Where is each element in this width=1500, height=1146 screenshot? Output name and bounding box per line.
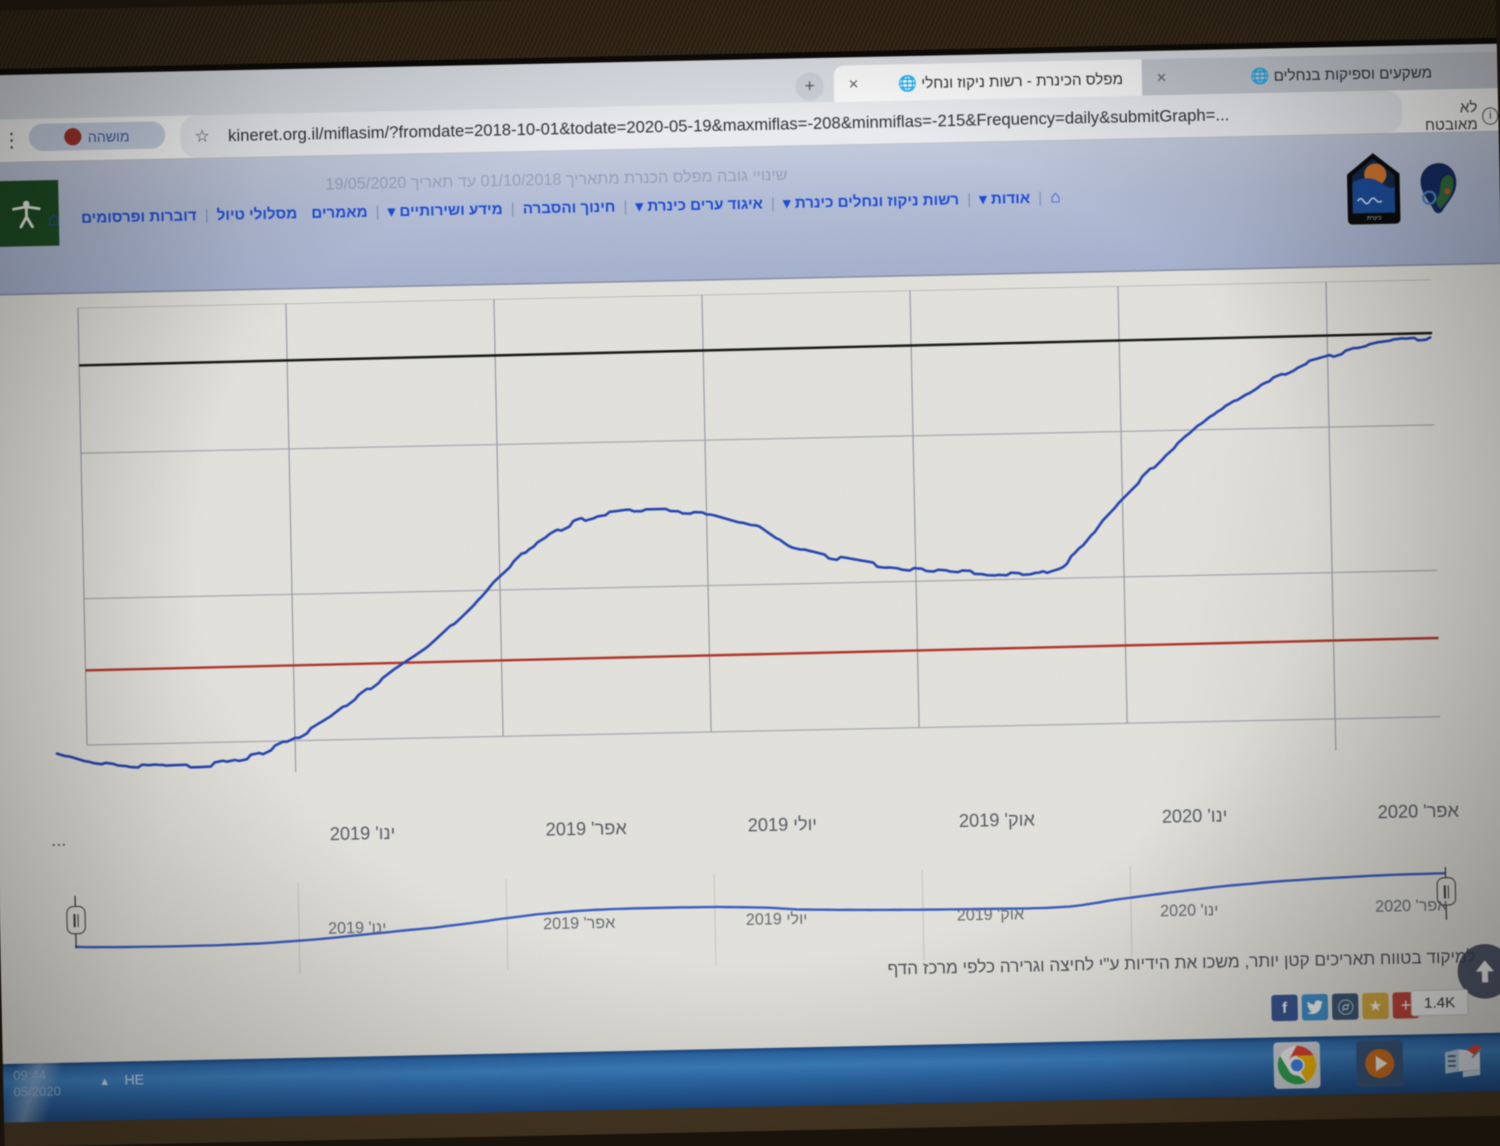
svg-text:כינרת: כינרת bbox=[1367, 215, 1381, 221]
